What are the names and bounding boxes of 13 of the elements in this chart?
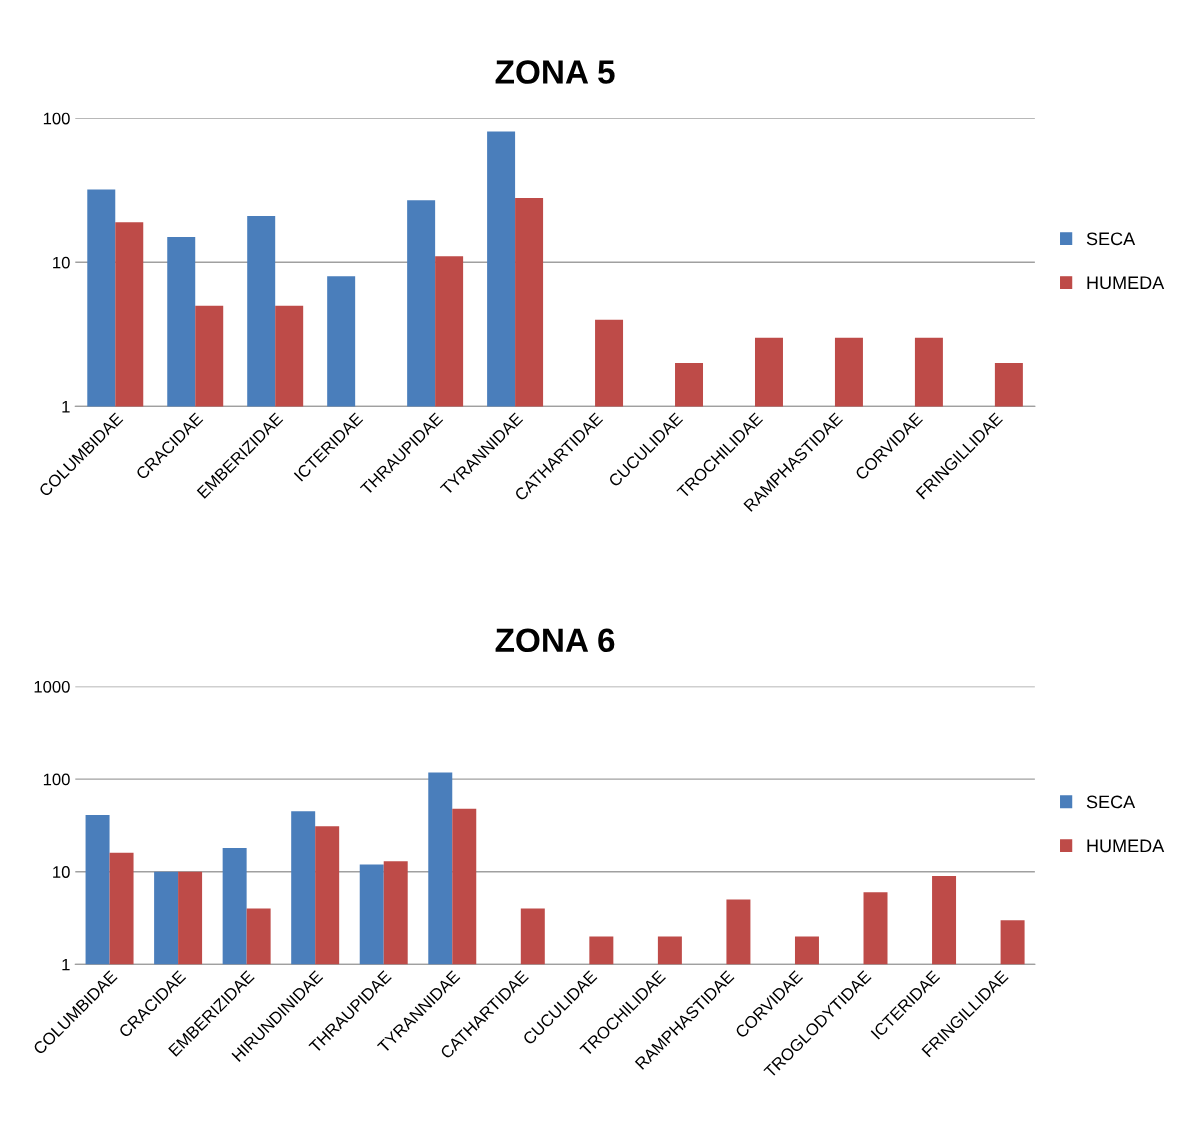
chart-title: ZONA 5: [495, 60, 615, 84]
y-tick-label: 1: [62, 958, 70, 971]
y-tick-label: 100: [43, 773, 70, 786]
chart-title: ZONA 6: [495, 628, 615, 653]
legend-label: HUMEDA: [1087, 276, 1165, 290]
legend-label: SECA: [1086, 232, 1136, 246]
y-tick-label: 10: [53, 866, 70, 878]
legend-label: HUMEDA: [1087, 839, 1165, 853]
y-tick-label: 100: [43, 112, 70, 125]
y-tick-label: 10: [53, 256, 70, 269]
y-tick-label: 1000: [34, 680, 70, 693]
legend-label: SECA: [1086, 795, 1136, 809]
y-tick-label: 1: [62, 400, 70, 413]
